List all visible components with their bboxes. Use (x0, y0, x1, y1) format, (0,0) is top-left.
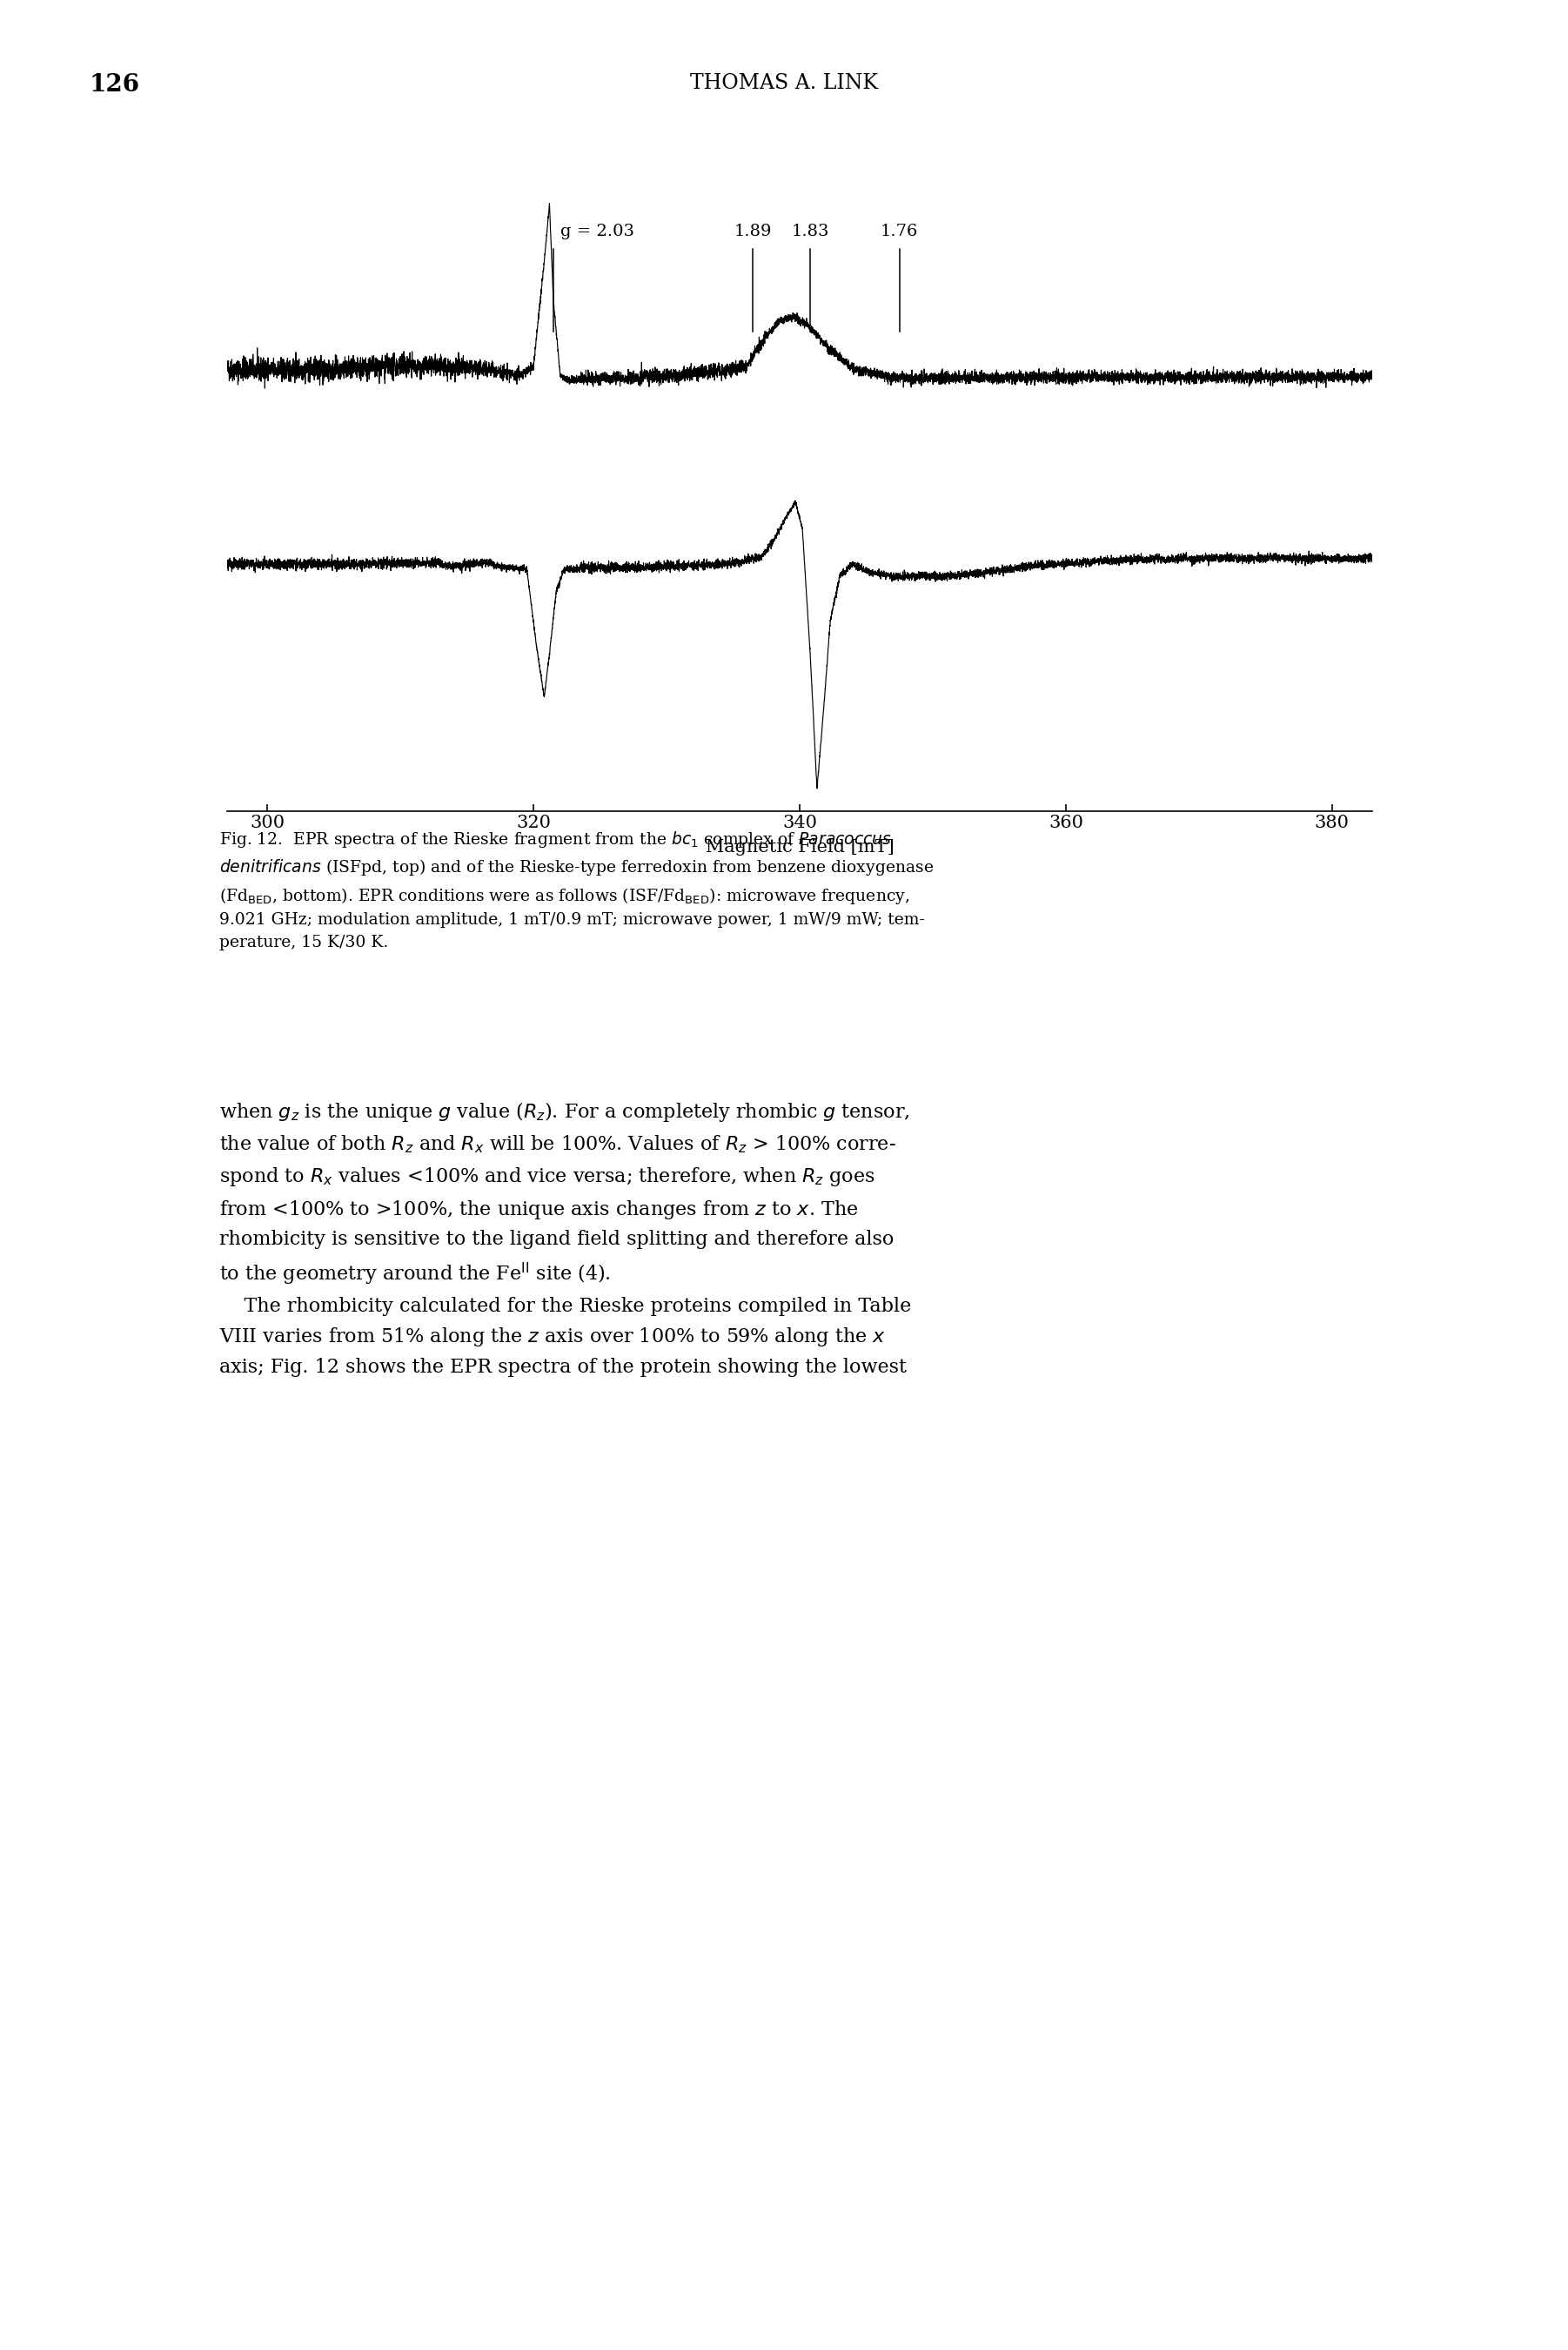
Text: g = 2.03: g = 2.03 (560, 223, 633, 240)
Text: THOMAS A. LINK: THOMAS A. LINK (690, 73, 878, 94)
Text: 1.89: 1.89 (734, 223, 771, 240)
Text: 126: 126 (89, 73, 140, 96)
Text: 1.76: 1.76 (881, 223, 919, 240)
Text: when $g_z$ is the unique $g$ value ($R_z$). For a completely rhombic $g$ tensor,: when $g_z$ is the unique $g$ value ($R_z… (220, 1100, 911, 1377)
X-axis label: Magnetic Field [mT]: Magnetic Field [mT] (706, 839, 894, 855)
Text: Fig. 12.  EPR spectra of the Rieske fragment from the $bc_1$ complex of $\mathit: Fig. 12. EPR spectra of the Rieske fragm… (220, 830, 935, 952)
Text: 1.83: 1.83 (792, 223, 829, 240)
